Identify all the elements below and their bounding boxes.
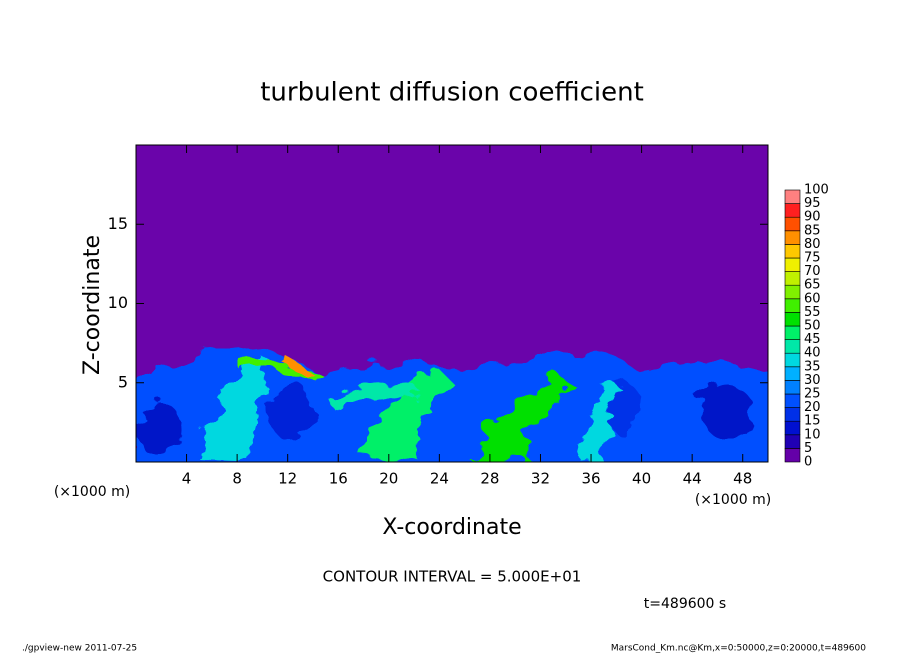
eddy	[700, 382, 750, 438]
colorbar-band	[784, 257, 801, 272]
wisp	[200, 355, 270, 462]
colorbar-band	[784, 407, 801, 422]
wisp	[330, 382, 420, 410]
x-tick-label: 4	[182, 470, 192, 488]
colorbar-band	[784, 244, 801, 259]
footer-left: ./gpview-new 2011-07-25	[22, 644, 137, 654]
colorbar-label: 5	[804, 441, 812, 456]
colorbar-band	[784, 298, 801, 313]
colorbar-label: 10	[804, 427, 821, 442]
colorbar-label: 15	[804, 414, 821, 429]
colorbar-label: 70	[804, 264, 821, 279]
x-tick-label: 32	[531, 470, 550, 488]
colorbar-label: 0	[804, 455, 812, 470]
x-unit-label: (×1000 m)	[54, 484, 130, 500]
y-tick-label: 10	[108, 293, 128, 312]
colorbar-band	[784, 448, 801, 463]
footer-right: MarsCond_Km.nc@Km,x=0:50000,z=0:20000,t=…	[611, 644, 866, 654]
colorbar-label: 40	[804, 346, 821, 361]
colorbar-label: 35	[804, 359, 821, 374]
x-tick-label: 16	[329, 470, 348, 488]
y-tick-label: 5	[118, 372, 128, 391]
x-tick-label: 8	[232, 470, 242, 488]
x-unit-label: (×1000 m)	[695, 492, 771, 508]
colorbar-band	[784, 366, 801, 381]
colorbar-label: 65	[804, 278, 821, 293]
axes	[135, 144, 769, 463]
eddy	[138, 402, 182, 458]
colorbar-band	[784, 216, 801, 232]
colorbar-band	[784, 339, 801, 354]
y-axis-label: Z-coordinate	[80, 235, 105, 375]
x-tick-label: 28	[480, 470, 499, 488]
colorbar-label: 50	[804, 319, 821, 334]
wisp	[278, 352, 312, 376]
colorbar-label: 45	[804, 332, 821, 347]
x-axis-label: X-coordinate	[382, 515, 521, 540]
chart-title: turbulent diffusion coefficient	[260, 78, 644, 108]
colorbar-label: 85	[804, 223, 821, 238]
x-tick-label: 36	[581, 470, 600, 488]
y-tick-label: 15	[108, 214, 128, 233]
colorbar-label: 80	[804, 237, 821, 252]
x-tick-label: 40	[632, 470, 651, 488]
colorbar-label: 95	[804, 196, 821, 211]
colorbar-label: 60	[804, 291, 821, 306]
wisp	[240, 359, 320, 380]
x-tick-label: 48	[733, 470, 752, 488]
colorbar-label: 90	[804, 210, 821, 225]
x-tick-label: 24	[430, 470, 449, 488]
colorbar-band	[784, 380, 801, 395]
colorbar-band	[784, 325, 801, 340]
colorbar-band	[784, 203, 801, 218]
x-tick-label: 44	[683, 470, 702, 488]
colorbar-band	[784, 434, 801, 449]
colorbar-band	[784, 312, 801, 327]
x-tick-label: 20	[379, 470, 398, 488]
time-label: t=489600 s	[644, 596, 726, 612]
wisp	[470, 378, 575, 462]
colorbar-label: 25	[804, 387, 821, 402]
contour-interval: CONTOUR INTERVAL = 5.000E+01	[323, 568, 582, 586]
eddy	[268, 380, 312, 440]
colorbar-band	[784, 271, 801, 286]
wisp	[360, 370, 450, 462]
colorbar-label: 55	[804, 305, 821, 320]
colorbar-band	[784, 284, 801, 300]
wisp	[580, 380, 618, 462]
colorbar-band	[784, 393, 801, 408]
colorbar-band	[784, 420, 801, 436]
contour-field	[136, 145, 768, 462]
turbulent-layer	[136, 346, 768, 462]
colorbar-band	[784, 189, 801, 204]
colorbar-label: 30	[804, 373, 821, 388]
colorbar-label: 20	[804, 400, 821, 415]
colorbar-label: 75	[804, 251, 821, 266]
x-tick-label: 12	[278, 470, 297, 488]
colorbar-band	[784, 352, 801, 368]
colorbar-band	[784, 230, 801, 245]
colorbar-label: 100	[804, 183, 829, 198]
